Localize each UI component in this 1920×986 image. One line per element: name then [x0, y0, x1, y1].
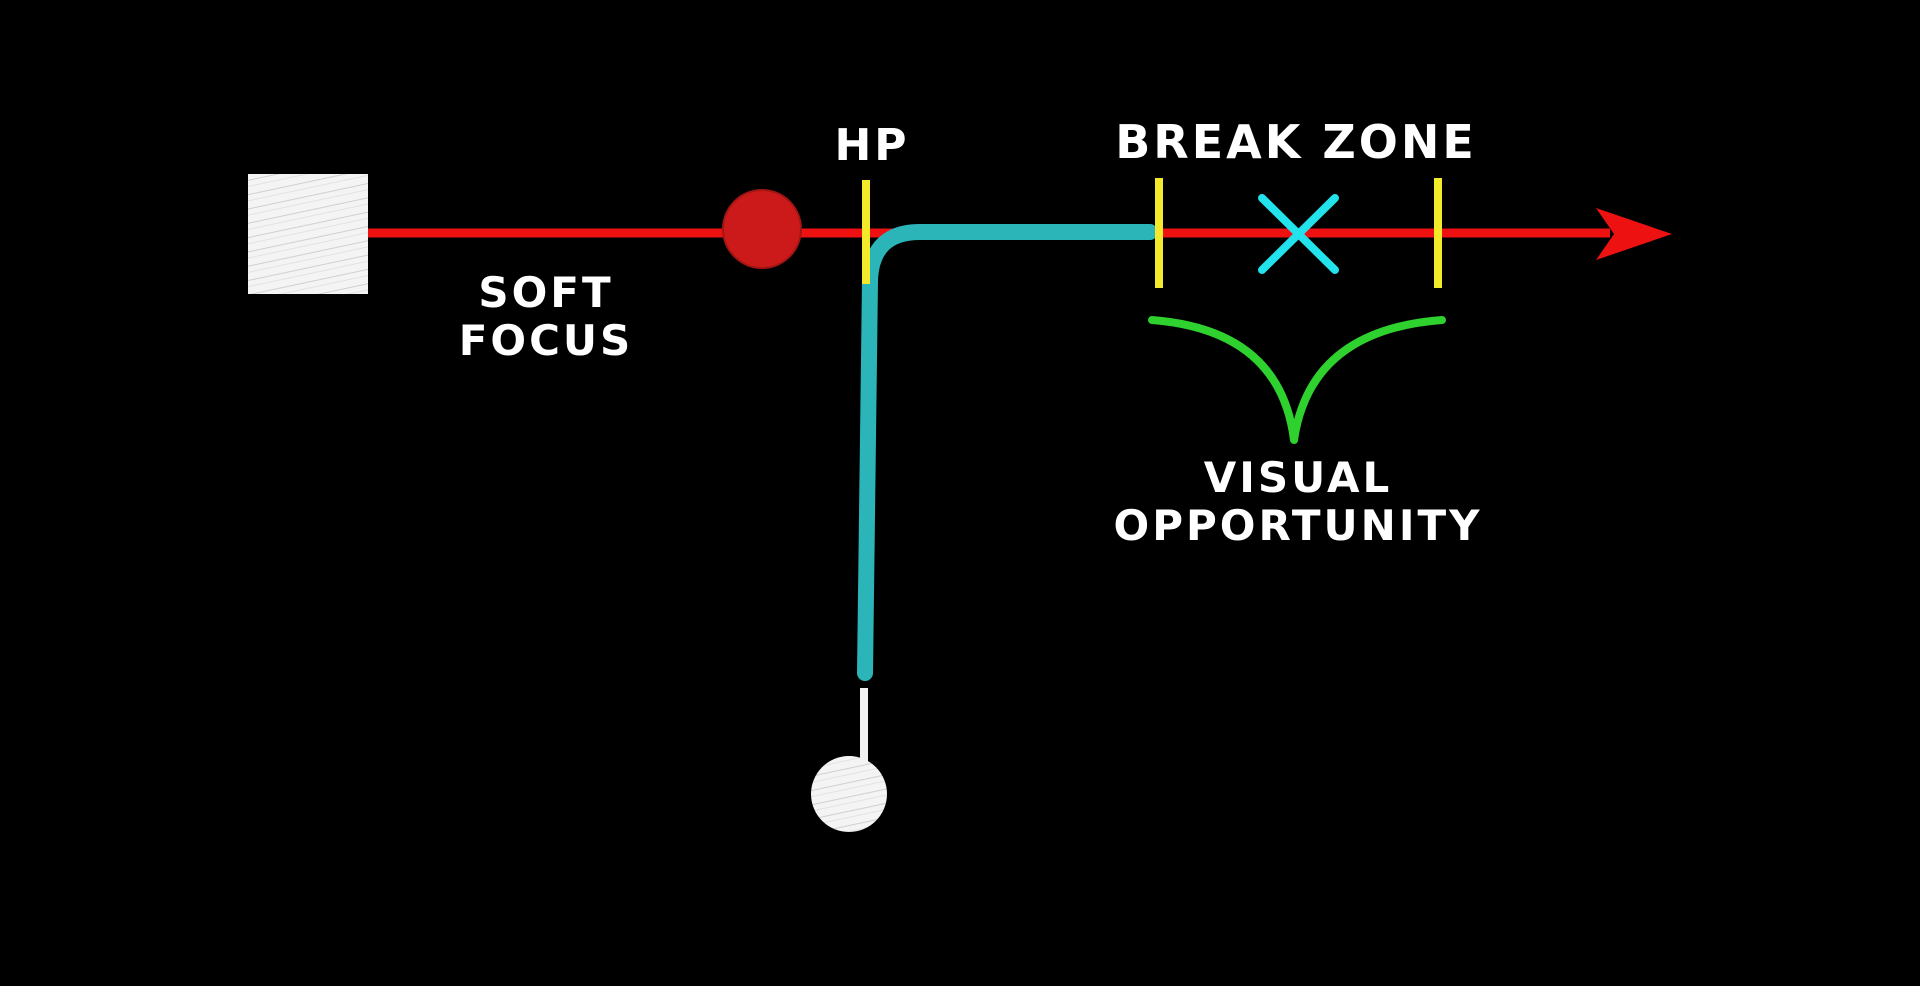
visual-opportunity-bracket	[1148, 316, 1446, 444]
arrow-head-icon	[1596, 208, 1672, 260]
visual-opportunity-label-line2: OPPORTUNITY	[1113, 501, 1482, 550]
break-zone-label: BREAK ZONE	[1115, 115, 1477, 169]
tracking-path	[857, 224, 1158, 681]
shooter-circle-icon	[811, 756, 887, 832]
hp-label: HP	[834, 120, 909, 171]
break-point-x-icon	[1258, 194, 1339, 274]
visual-opportunity-label-line1: VISUAL	[1204, 453, 1392, 502]
soft-focus-label-line2: FOCUS	[459, 316, 634, 365]
target-circle-icon	[722, 189, 802, 269]
trap-house-square-icon	[248, 174, 368, 294]
soft-focus-label-line1: SOFT	[478, 268, 613, 317]
